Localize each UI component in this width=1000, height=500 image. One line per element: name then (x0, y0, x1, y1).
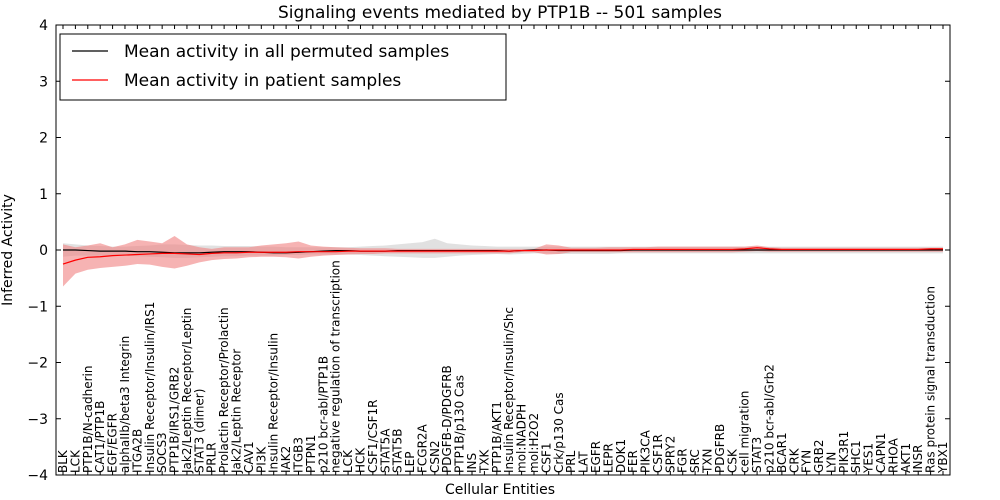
y-axis-label: Inferred Activity (0, 194, 16, 306)
y-tick-label: 1 (39, 187, 48, 203)
x-category-label: Prolactin Receptor/Prolactin (217, 307, 231, 473)
x-category-label: negative regulation of transcription (329, 260, 343, 473)
x-category-label: CSF1R (651, 434, 665, 473)
x-category-label: PTP1B/AKT1 (490, 401, 504, 473)
x-category-label: Crk/p130 Cas (552, 392, 566, 473)
x-category-label: FER (626, 450, 640, 473)
x-category-label: PTP1B/p130 Cas (453, 375, 467, 473)
x-category-label: Ras protein signal transduction (924, 286, 938, 473)
x-category-label: Insulin Receptor/Insulin (267, 333, 281, 473)
x-category-label: AKT1 (899, 443, 913, 473)
x-category-label: Jak2/Leptin Receptor (230, 349, 244, 474)
x-category-label: LCK (341, 449, 355, 473)
x-category-label: SPRY2 (663, 436, 677, 473)
legend: Mean activity in all permuted samples Me… (59, 33, 507, 101)
x-category-label: SRC (688, 449, 702, 473)
x-category-label: GRB2 (812, 439, 826, 473)
x-category-label: ITGB3 (291, 437, 305, 473)
x-category-label: mol:NADPH (515, 404, 529, 473)
series-lines (62, 247, 943, 265)
x-category-label: PTP1B/N-cadherin (81, 366, 95, 473)
x-category-label: cell migration (738, 391, 752, 473)
x-category-label: FCGR2A (415, 423, 429, 473)
x-category-label: alphaIIb/beta3 Integrin (118, 336, 132, 473)
x-category-label: PIK3R1 (837, 431, 851, 473)
x-category-label: LCK (68, 449, 82, 473)
x-category-label: FGR (676, 448, 690, 473)
x-category-label: Jak2/Leptin Receptor/Leptin (180, 308, 194, 474)
x-axis-label: Cellular Entities (445, 482, 555, 498)
x-category-label: LEPR (601, 443, 615, 473)
x-axis-ticks (62, 25, 944, 475)
x-category-label: HCK (353, 447, 367, 473)
x-category-label: PDGFB-D/PDGFRB (440, 365, 454, 473)
x-category-label: STAT3 (dimer) (192, 389, 206, 473)
y-axis-ticks: −4 −3 −2 −1 0 1 2 3 4 (27, 18, 950, 484)
x-category-label: SOCS3 (155, 432, 169, 473)
x-category-label: Insulin Receptor/Insulin/Shc (502, 307, 516, 473)
x-category-label: BLK (56, 449, 70, 473)
x-category-label: INSR (911, 445, 925, 473)
x-category-label: CSF1/CSF1R (366, 400, 380, 473)
legend-label-patient: Mean activity in patient samples (124, 71, 401, 91)
y-tick-label: 2 (39, 131, 48, 147)
x-category-label: STAT5A (378, 428, 392, 473)
x-category-label: CSF1 (539, 442, 553, 473)
x-category-label: EGFR (589, 441, 603, 473)
y-tick-label: −2 (27, 356, 48, 372)
x-category-label: p210 bcr-abl/Grb2 (762, 364, 776, 473)
x-category-label: SHC1 (849, 440, 863, 473)
x-category-label: DOK1 (614, 439, 628, 473)
y-tick-label: −4 (27, 468, 48, 484)
plot-frame (55, 24, 951, 476)
x-category-label: PTPN1 (304, 435, 318, 473)
x-category-label: PDGFRB (713, 424, 727, 473)
x-category-label: STAT3 (750, 437, 764, 473)
x-category-label: IAK2 (279, 446, 293, 473)
x-category-label: YES1 (862, 443, 876, 474)
x-category-label: ITGA2B (130, 429, 144, 473)
band-patient (63, 235, 943, 287)
x-category-label: CSN2 (428, 440, 442, 473)
x-category-label: INS (465, 453, 479, 473)
x-category-label: CAV1 (242, 441, 256, 473)
x-category-label: FYN (800, 450, 814, 473)
x-category-label: CSK (725, 448, 739, 473)
x-category-label: PTP1B/IRS1/GRB2 (168, 367, 182, 473)
x-category-label: STAT5B (391, 429, 405, 474)
legend-label-permuted: Mean activity in all permuted samples (124, 42, 449, 62)
x-axis-category-labels: BLKLCKPTP1B/N-cadherinCAT1/PTP1BEGF/EGFR… (56, 260, 950, 474)
x-category-label: RHOA (886, 437, 900, 473)
chart-title: Signaling events mediated by PTP1B -- 50… (278, 3, 722, 23)
confidence-bands (63, 235, 943, 287)
x-category-label: PRLR (205, 442, 219, 473)
x-category-label: EGF/EGFR (106, 413, 120, 473)
y-tick-label: −3 (27, 412, 48, 428)
x-category-label: CRK (787, 447, 801, 473)
x-category-label: p210 bcr-abl/PTP1B (316, 356, 330, 473)
x-category-label: mol:H2O2 (527, 413, 541, 473)
x-category-label: LEP (403, 451, 417, 473)
x-category-label: BCAR1 (775, 432, 789, 473)
x-category-label: PRL (564, 450, 578, 473)
x-category-label: CAPN1 (874, 433, 888, 473)
y-tick-label: 0 (39, 243, 48, 259)
x-category-label: TXK (477, 448, 491, 474)
y-tick-label: −1 (27, 299, 48, 315)
y-tick-label: 3 (39, 74, 48, 90)
legend-box (59, 33, 507, 101)
x-category-label: Insulin Receptor/Insulin/IRS1 (143, 302, 157, 473)
x-category-label: YBX1 (936, 442, 950, 474)
x-category-label: PI3K (254, 446, 268, 473)
x-category-label: PIK3CA (639, 429, 653, 473)
x-category-label: CAT1/PTP1B (93, 401, 107, 473)
line-patient (62, 247, 943, 265)
x-category-label: LYN (824, 452, 838, 473)
x-category-label: LAT (577, 451, 591, 473)
x-category-label: TXN (701, 448, 715, 474)
y-tick-label: 4 (39, 18, 48, 34)
